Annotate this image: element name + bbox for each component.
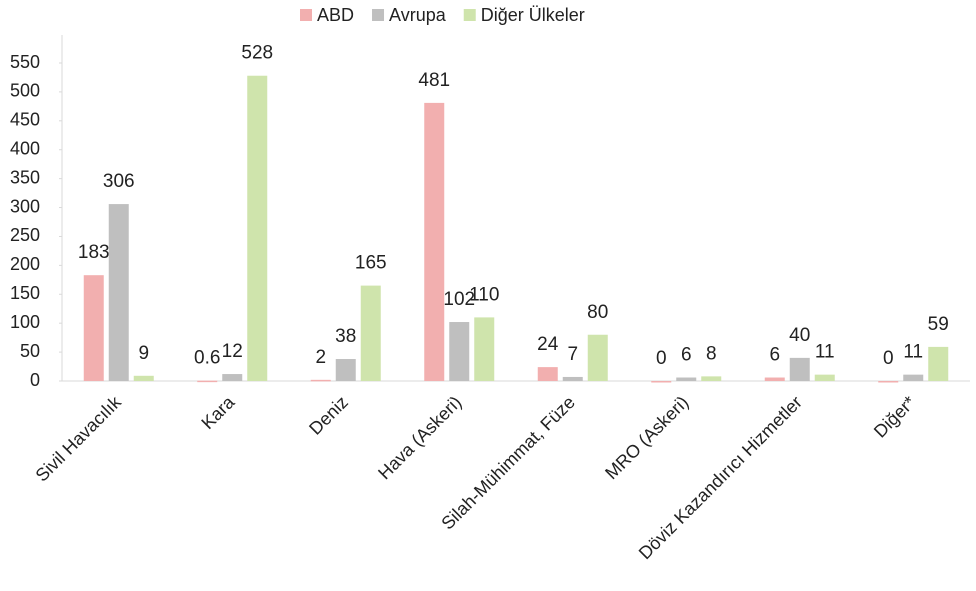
x-tick-label: Silah-Mühimmat, Füze — [437, 392, 578, 533]
legend-label: Avrupa — [389, 5, 447, 25]
legend-label: ABD — [317, 5, 354, 25]
y-tick-label: 250 — [10, 225, 40, 245]
bar — [676, 377, 697, 381]
y-tick-label: 200 — [10, 254, 40, 274]
data-label: 24 — [537, 334, 559, 355]
data-label: 481 — [418, 70, 450, 91]
bar — [222, 374, 243, 381]
y-tick-label: 100 — [10, 312, 40, 332]
bar — [310, 379, 331, 382]
bar — [449, 322, 470, 381]
bar — [562, 376, 583, 381]
bar — [764, 377, 785, 381]
y-tick-label: 450 — [10, 110, 40, 130]
data-label: 80 — [587, 302, 608, 323]
legend-swatch — [463, 9, 476, 21]
data-label: 7 — [567, 344, 578, 365]
data-label: 6 — [769, 345, 780, 366]
bar — [83, 275, 104, 381]
y-tick-label: 50 — [20, 341, 40, 361]
data-label: 8 — [706, 343, 717, 364]
bar — [424, 102, 445, 382]
data-label: 306 — [103, 171, 135, 192]
data-label: 6 — [681, 345, 692, 366]
data-label: 183 — [78, 242, 110, 263]
data-label: 38 — [335, 326, 356, 347]
data-label: 40 — [789, 325, 810, 346]
bar — [928, 346, 949, 381]
bar — [133, 375, 154, 381]
y-tick-label: 0 — [30, 370, 40, 390]
legend-swatch — [372, 9, 385, 21]
data-label: 528 — [241, 43, 273, 64]
data-label: 11 — [815, 342, 835, 363]
bar — [335, 359, 356, 381]
x-tick-label: Sivil Havacılık — [32, 391, 126, 485]
bar — [360, 285, 381, 381]
bar — [651, 381, 672, 383]
y-tick-label: 150 — [10, 283, 40, 303]
data-label: 12 — [222, 341, 243, 362]
bar — [903, 374, 924, 381]
y-tick-label: 350 — [10, 167, 40, 187]
y-tick-label: 550 — [10, 52, 40, 72]
y-tick-label: 300 — [10, 196, 40, 216]
data-label: 11 — [903, 342, 923, 363]
x-tick-label: Kara — [197, 391, 239, 433]
y-tick-label: 500 — [10, 81, 40, 101]
data-label: 0 — [883, 348, 894, 369]
legend-label: Diğer Ülkeler — [481, 5, 585, 25]
bar — [247, 75, 268, 381]
legend-swatch — [300, 9, 312, 21]
bar — [108, 204, 129, 381]
bar — [878, 381, 899, 383]
bar — [197, 380, 218, 383]
bar — [587, 334, 608, 381]
data-label: 110 — [469, 284, 499, 305]
bar — [537, 367, 558, 381]
data-label: 165 — [355, 253, 387, 274]
bar — [814, 374, 835, 381]
bar — [474, 317, 495, 381]
data-label: 59 — [928, 314, 949, 335]
y-tick-label: 400 — [10, 138, 40, 158]
bar — [701, 376, 722, 381]
x-tick-label: Deniz — [305, 392, 352, 439]
bar — [789, 357, 810, 381]
data-label: 0 — [656, 348, 667, 369]
data-label: 102 — [443, 289, 475, 310]
x-tick-label: MRO (Askeri) — [601, 392, 692, 483]
data-label: 9 — [138, 343, 149, 364]
data-label: 2 — [315, 347, 326, 368]
data-label: 0.6 — [194, 348, 220, 369]
x-tick-label: Diğer* — [870, 392, 920, 442]
x-tick-label: Hava (Askeri) — [374, 392, 465, 483]
